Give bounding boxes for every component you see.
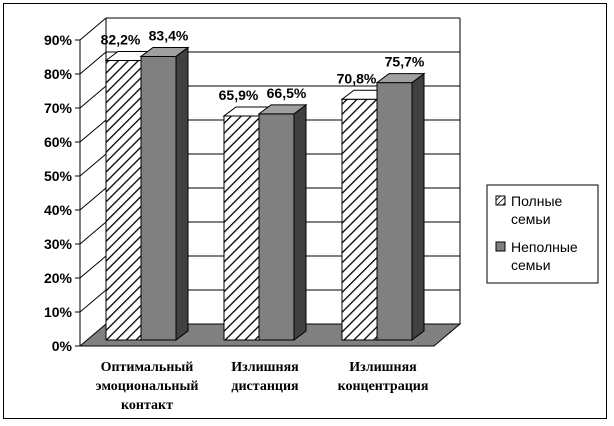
category-label: Излишняя: [349, 360, 417, 375]
bar: [375, 72, 426, 341]
category-label: контакт: [121, 398, 173, 413]
bar: [139, 46, 190, 341]
legend-label: Полные: [511, 193, 563, 209]
y-tick-label: 80%: [44, 66, 73, 82]
category-label: концентрация: [338, 379, 429, 394]
bar: [257, 103, 308, 341]
bar-front: [105, 60, 142, 341]
data-label: 66,5%: [267, 85, 307, 101]
bar-side: [411, 72, 425, 341]
gridline-side: [79, 221, 107, 245]
bar-top: [139, 46, 190, 57]
bar-front: [341, 98, 378, 341]
bar-front: [223, 115, 260, 341]
y-tick-label: 60%: [44, 134, 73, 150]
data-label: 75,7%: [385, 54, 425, 70]
gridline-side: [79, 119, 107, 143]
category-label: дистанция: [231, 379, 299, 394]
y-tick-label: 40%: [44, 202, 73, 218]
bar-front: [258, 113, 295, 341]
gridline-side: [79, 153, 107, 177]
bar-front: [376, 82, 413, 341]
legend-label: Неполные: [511, 239, 578, 255]
category-label: Оптимальный: [101, 360, 194, 375]
y-tick-label: 50%: [44, 168, 73, 184]
y-tick-label: 0%: [52, 338, 73, 354]
y-tick-label: 30%: [44, 236, 73, 252]
y-tick-label: 10%: [44, 304, 73, 320]
y-tick-label: 90%: [44, 32, 73, 48]
bar-side: [175, 46, 189, 341]
bar-top: [375, 73, 426, 84]
gridline-side: [79, 51, 107, 75]
legend-swatch: [495, 241, 506, 252]
gridline-side: [79, 255, 107, 279]
data-label: 70,8%: [337, 70, 377, 86]
data-label: 82,2%: [101, 32, 141, 48]
legend-swatch: [495, 195, 506, 206]
data-label: 83,4%: [149, 27, 189, 43]
bar-front: [140, 55, 177, 341]
category-label: эмоциональный: [96, 379, 199, 394]
gridline-side: [79, 85, 107, 109]
y-tick-label: 20%: [44, 270, 73, 286]
bar-top: [257, 104, 308, 115]
legend-label: семьи: [511, 257, 551, 273]
gridline-side: [79, 187, 107, 211]
legend-label: семьи: [511, 211, 551, 227]
data-label: 65,9%: [219, 87, 259, 103]
side-wall-top-edge: [79, 17, 107, 41]
bar-side: [293, 103, 307, 341]
category-label: Излишняя: [231, 360, 299, 375]
gridline-side: [79, 289, 107, 313]
y-tick-label: 70%: [44, 100, 73, 116]
